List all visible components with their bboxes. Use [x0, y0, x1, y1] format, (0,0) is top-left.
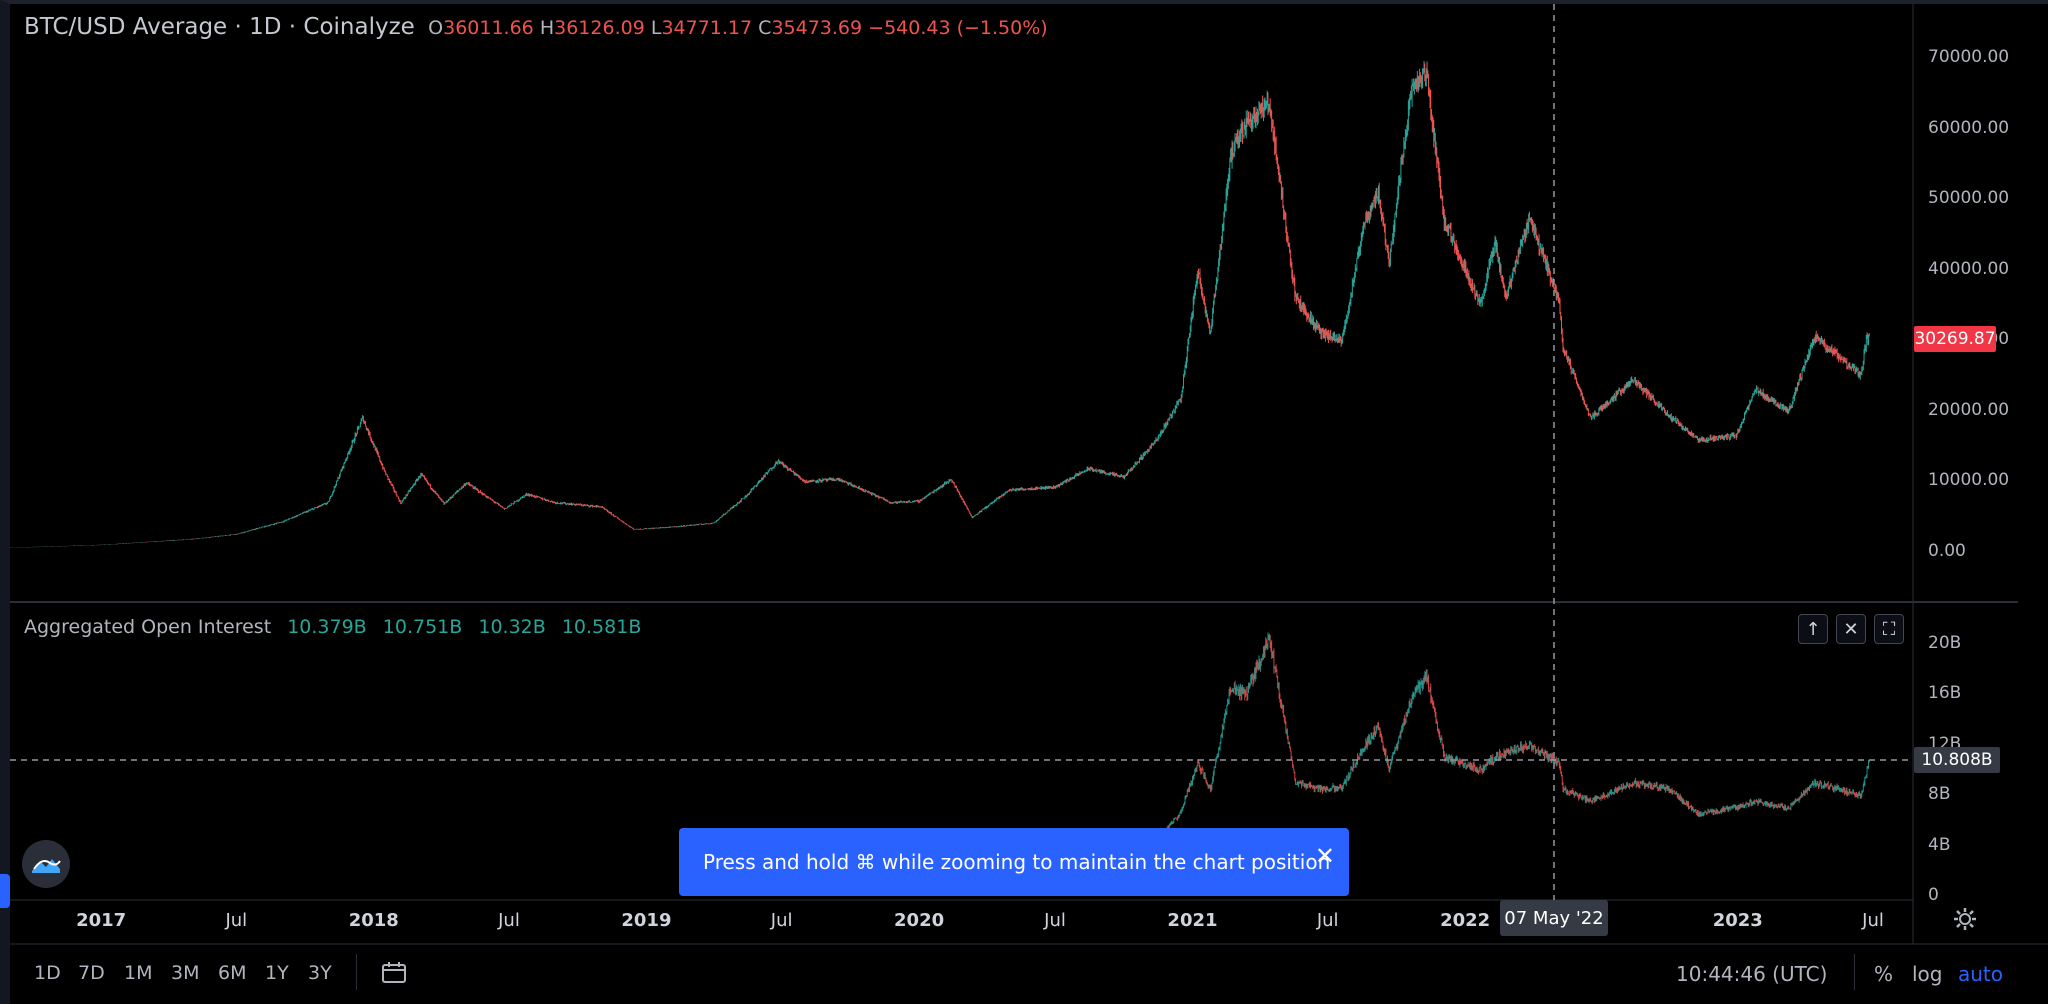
maximize-pane-button[interactable]: ⛶: [1874, 614, 1904, 644]
oi-value-3: 10.32B: [478, 616, 546, 638]
timeframe-3y-button[interactable]: 3Y: [308, 962, 332, 984]
zoom-hint-toast: Press and hold ⌘ while zooming to mainta…: [679, 828, 1349, 896]
last-price-badge: 30269.87: [1914, 326, 1996, 352]
toolbar-divider: [1854, 954, 1855, 990]
close-value: 35473.69: [771, 17, 863, 39]
close-label: C: [758, 17, 772, 39]
oi-value-4: 10.581B: [561, 616, 642, 638]
time-tick-label: Jul: [1862, 910, 1884, 931]
price-tick-label: 0.00: [1928, 541, 1966, 561]
timeframe-1y-button[interactable]: 1Y: [265, 962, 289, 984]
time-tick-label: 2022: [1440, 910, 1491, 931]
timeframe-1d-button[interactable]: 1D: [34, 962, 61, 984]
oi-tick-label: 20B: [1928, 633, 1962, 653]
coinalyze-logo-icon[interactable]: [22, 840, 70, 888]
time-tick-label: 2017: [76, 910, 127, 931]
price-tick-label: 10000.00: [1928, 470, 2010, 491]
calendar-range-icon[interactable]: [380, 960, 408, 990]
price-tick-label: 50000.00: [1928, 188, 2010, 209]
time-tick-label: Jul: [770, 910, 793, 931]
toolbar-divider: [356, 954, 357, 990]
main-legend: BTC/USD Average · 1D · Coinalyze O36011.…: [24, 14, 1048, 40]
time-tick-label: Jul: [1044, 910, 1066, 931]
move-pane-up-button[interactable]: ↑: [1798, 614, 1828, 644]
oi-tick-label: 8B: [1928, 784, 1951, 805]
change-value: −540.43 (−1.50%): [868, 17, 1048, 39]
time-tick-label: 2021: [1167, 910, 1218, 931]
price-tick-label: 20000.00: [1928, 399, 2010, 420]
low-label: L: [650, 17, 662, 39]
percent-scale-toggle[interactable]: %: [1874, 962, 1894, 986]
close-pane-button[interactable]: ✕: [1836, 614, 1866, 644]
price-tick-label: 40000.00: [1928, 258, 2010, 279]
time-tick-label: 2020: [894, 910, 945, 931]
crosshair-date-badge: 07 May '22: [1500, 900, 1608, 936]
auto-scale-toggle[interactable]: auto: [1958, 962, 2004, 986]
close-icon[interactable]: ✕: [1314, 842, 1335, 870]
oi-legend: Aggregated Open Interest 10.379B 10.751B…: [24, 616, 641, 638]
oi-value-2: 10.751B: [382, 616, 463, 638]
log-scale-toggle[interactable]: log: [1912, 962, 1943, 986]
time-tick-label: Jul: [225, 910, 248, 931]
time-tick-label: Jul: [498, 910, 520, 931]
bottom-toolbar: 1D 7D 1M 3M 6M 1Y 3Y 10:44:46 (UTC) % lo…: [10, 944, 2048, 1004]
time-tick-label: Jul: [1316, 910, 1339, 931]
open-value: 36011.66: [443, 17, 534, 39]
time-tick-label: 2023: [1712, 910, 1763, 931]
oi-tick-label: 16B: [1928, 683, 1962, 704]
oi-tick-label: 0: [1928, 885, 1939, 905]
open-interest-series: [1156, 632, 1870, 841]
oi-title[interactable]: Aggregated Open Interest: [24, 616, 272, 638]
btc-price-series: [9, 60, 1870, 548]
high-value: 36126.09: [554, 17, 645, 39]
oi-crosshair-badge: 10.808B: [1914, 747, 2000, 773]
high-label: H: [539, 17, 555, 39]
timeframe-1m-button[interactable]: 1M: [124, 962, 153, 984]
oi-tick-label: 4B: [1928, 834, 1951, 855]
open-label: O: [428, 17, 444, 39]
price-tick-label: 60000.00: [1928, 117, 2010, 138]
pane-tools: ↑ ✕ ⛶: [1798, 614, 1904, 644]
timeframe-3m-button[interactable]: 3M: [171, 962, 200, 984]
timeframe-7d-button[interactable]: 7D: [78, 962, 105, 984]
gear-icon[interactable]: [1952, 906, 1978, 938]
utc-time[interactable]: 10:44:46 (UTC): [1676, 962, 1828, 986]
low-value: 34771.17: [661, 17, 753, 39]
symbol-title[interactable]: BTC/USD Average · 1D · Coinalyze: [24, 14, 415, 40]
left-panel-toggle[interactable]: [0, 874, 10, 908]
toast-text: Press and hold ⌘ while zooming to mainta…: [703, 850, 1331, 874]
price-tick-label: 70000.00: [1928, 47, 2010, 67]
time-tick-label: 2018: [348, 910, 399, 931]
time-tick-label: 2019: [621, 910, 672, 931]
timeframe-6m-button[interactable]: 6M: [218, 962, 247, 984]
oi-value-1: 10.379B: [287, 616, 367, 638]
